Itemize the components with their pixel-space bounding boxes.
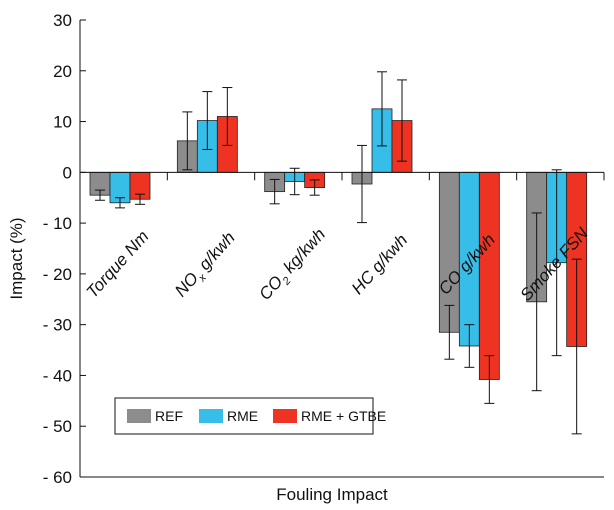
category-label: HC g/kwh <box>348 231 411 298</box>
y-tick-label: 0 <box>63 163 72 182</box>
x-axis-title: Fouling Impact <box>276 485 388 504</box>
category-label: NOx g/kwh <box>171 228 242 303</box>
y-tick-label: 30 <box>53 11 72 30</box>
legend-swatch <box>127 409 151 423</box>
y-tick-label: - 20 <box>43 265 72 284</box>
category-label: CO2 kg/kwh <box>255 225 332 307</box>
category-label-part: g/kwh <box>192 228 239 277</box>
y-tick-label: - 30 <box>43 316 72 335</box>
y-tick-label: 10 <box>53 113 72 132</box>
bar <box>478 171 500 380</box>
legend-box <box>114 397 374 435</box>
plot-area <box>89 71 588 435</box>
y-axis-title: Impact (%) <box>7 217 26 299</box>
y-tick-label: - 40 <box>43 366 72 385</box>
category-label: Torque Nm <box>83 227 153 302</box>
legend-label: RME <box>227 408 258 424</box>
legend-label: RME + GTBE <box>301 408 386 424</box>
legend-label: REF <box>155 408 183 424</box>
category-label-part: kg/kwh <box>276 225 329 281</box>
legend-swatch <box>199 409 223 423</box>
y-tick-label: 20 <box>53 62 72 81</box>
legend: REF RME RME + GTBE <box>114 397 386 435</box>
y-tick-label: - 10 <box>43 214 72 233</box>
y-tick-label: - 50 <box>43 417 72 436</box>
legend-swatch <box>273 409 297 423</box>
y-tick-label: - 60 <box>43 468 72 487</box>
